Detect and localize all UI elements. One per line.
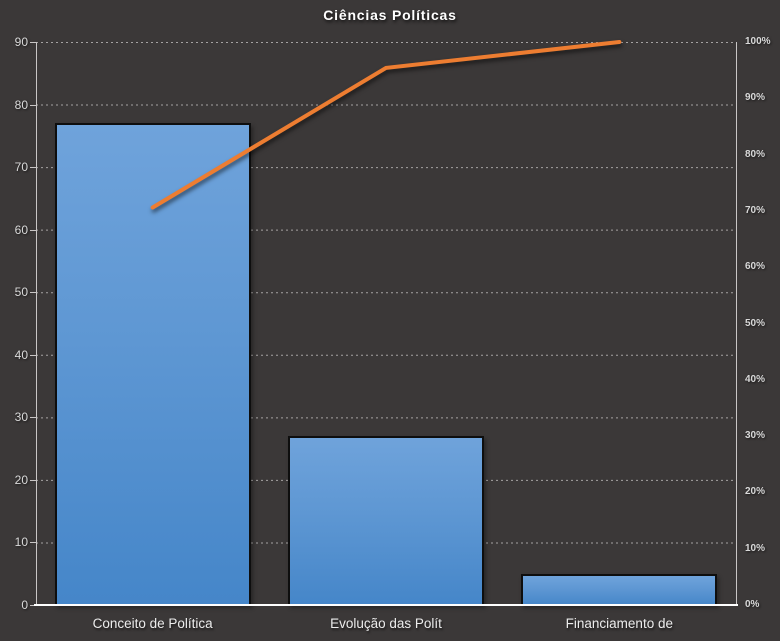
left-axis-label: 0: [21, 598, 28, 612]
left-axis-tick: [30, 417, 36, 419]
left-axis-tick: [30, 479, 36, 481]
bar-series: [36, 42, 736, 605]
left-axis-label: 10: [14, 535, 28, 550]
bar-2[interactable]: [288, 436, 484, 605]
left-axis-label: 50: [14, 285, 28, 300]
right-axis-label: 20%: [745, 486, 766, 498]
right-axis-label: 10%: [745, 542, 766, 554]
chart-title[interactable]: Ciências Políticas: [323, 7, 457, 23]
right-axis-label: 70%: [745, 204, 766, 216]
right-axis-label: 80%: [745, 148, 766, 160]
left-axis-label: 20: [14, 472, 28, 487]
left-axis-tick: [30, 605, 36, 606]
cumulative-line-layer: [150, 40, 622, 210]
cumulative-percent-line[interactable]: [150, 40, 622, 210]
bar-3[interactable]: [521, 573, 718, 605]
x-axis-category-labels: Conceito de Política Evolução das Polít Fi…: [36, 611, 736, 637]
left-axis-tick: [30, 354, 36, 356]
left-axis-tick: [30, 229, 36, 231]
left-axis-tick: [30, 292, 36, 294]
left-axis-label: 30: [14, 410, 28, 425]
right-axis-label: 60%: [745, 261, 766, 273]
right-axis-label: 90%: [745, 92, 766, 104]
left-axis-tick: [30, 542, 36, 544]
category-label: Evolução das Polít: [330, 616, 442, 631]
left-axis-label: 90: [14, 35, 28, 49]
right-axis-label: 30%: [745, 430, 766, 442]
left-axis-label: 80: [14, 97, 28, 112]
plot-area: [36, 40, 736, 605]
left-axis-label: 60: [14, 222, 28, 237]
right-y-axis-line: [736, 42, 737, 606]
right-axis-label: 40%: [745, 373, 766, 385]
x-axis-line: [34, 604, 738, 606]
left-axis-label: 40: [14, 347, 28, 362]
left-y-axis-line: [36, 42, 37, 606]
right-axis-label: 50%: [745, 317, 766, 329]
bar-1[interactable]: [54, 123, 251, 605]
left-axis-tick: [30, 42, 36, 43]
left-axis-tick: [30, 167, 36, 169]
right-axis-label: 100%: [745, 36, 771, 47]
category-label: Financiamento de: [565, 616, 673, 631]
left-axis-label: 70: [14, 160, 28, 175]
left-axis-tick: [30, 104, 36, 106]
right-axis-label: 0%: [745, 599, 760, 610]
category-label: Conceito de Política: [92, 616, 213, 631]
